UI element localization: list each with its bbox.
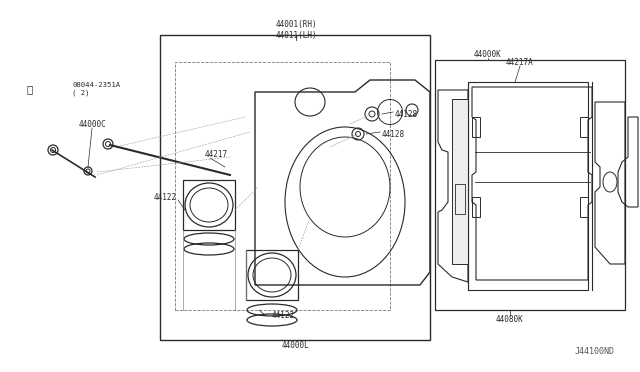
Text: Ⓢ: Ⓢ [27,84,33,94]
Text: 44128: 44128 [395,109,418,119]
Bar [472,117,480,137]
Text: 44000K: 44000K [474,49,502,58]
Text: 44122: 44122 [154,192,177,202]
Bar [455,184,465,214]
Bar [580,117,588,137]
Text: 08044-2351A
( 2): 08044-2351A ( 2) [72,82,120,96]
Bar [183,180,235,230]
Text: 44001(RH)
44011(LH): 44001(RH) 44011(LH) [275,20,317,40]
Bar [175,62,390,310]
Bar [468,82,588,290]
Bar [580,197,588,217]
Text: J44100ND: J44100ND [575,347,615,356]
Text: 44000C: 44000C [78,119,106,128]
Bar [452,99,468,264]
Bar [435,60,625,310]
Text: 44000L: 44000L [282,341,310,350]
Text: 44217: 44217 [205,150,228,158]
Bar [246,250,298,300]
Text: 44080K: 44080K [496,315,524,324]
Text: 44128: 44128 [382,129,405,138]
Text: 44217A: 44217A [506,58,534,67]
Bar [160,35,430,340]
Text: 44122: 44122 [272,311,295,320]
Bar [472,197,480,217]
